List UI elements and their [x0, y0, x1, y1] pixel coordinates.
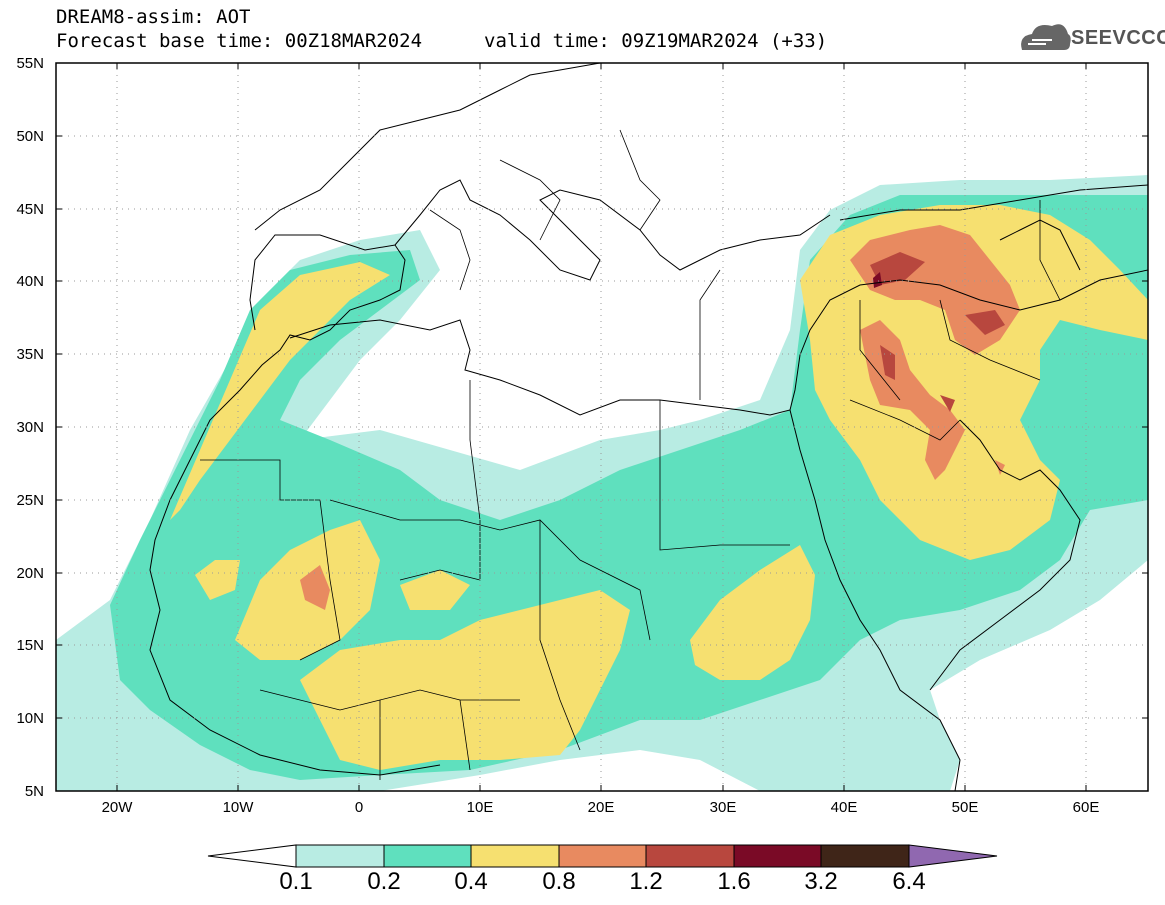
graticule [56, 63, 1148, 791]
lat-label: 40N [16, 273, 44, 290]
lat-label: 35N [16, 346, 44, 363]
axis-ticks [56, 62, 1148, 792]
coastlines [149, 63, 1148, 791]
lon-label: 0 [354, 799, 364, 816]
lon-label: 50E [951, 799, 979, 816]
colorbar-bin-1 [295, 844, 385, 868]
lat-label: 45N [16, 201, 44, 218]
lat-label: 50N [16, 128, 44, 145]
lon-label: 20E [587, 799, 615, 816]
colorbar-label: 0.1 [279, 868, 313, 895]
colorbar-label: 1.6 [717, 868, 751, 895]
colorbar-label: 1.2 [629, 868, 663, 895]
colorbar-label: 3.2 [804, 868, 838, 895]
lat-label: 55N [16, 55, 44, 72]
aot-band-1.6 [873, 272, 882, 288]
forecast-base-time: Forecast base time: 00Z18MAR2024 [56, 30, 423, 52]
lat-label: 5N [24, 783, 44, 800]
colorbar-under-arrow [207, 844, 297, 868]
aot-band-0.4 [170, 205, 1148, 770]
map-title: DREAM8-assim: AOT [56, 6, 251, 28]
colorbar-bin-3 [470, 844, 560, 868]
colorbar [207, 844, 998, 868]
colorbar-label: 0.4 [454, 868, 488, 895]
colorbar-label: 6.4 [892, 868, 926, 895]
colorbar-bin-5 [645, 844, 735, 868]
valid-time: valid time: 09Z19MAR2024 (+33) [484, 30, 828, 52]
colorbar-label: 0.8 [542, 868, 576, 895]
colorbar-bin-2 [383, 844, 472, 868]
aot-band-1.2 [870, 252, 1005, 412]
lat-label: 25N [16, 492, 44, 509]
cloud-icon [1021, 24, 1071, 50]
lat-label: 30N [16, 419, 44, 436]
colorbar-bin-7 [820, 844, 910, 868]
country-borders [200, 129, 1061, 780]
lon-label: 10E [466, 799, 494, 816]
colorbar-bin-6 [733, 844, 822, 868]
colorbar-label: 0.2 [367, 868, 401, 895]
lat-label: 20N [16, 565, 44, 582]
lon-label: 20W [101, 799, 133, 816]
colorbar-over-arrow [908, 844, 998, 868]
logo-text: SEEVCCC [1071, 27, 1165, 49]
lon-label: 60E [1072, 799, 1100, 816]
colorbar-bin-4 [558, 844, 647, 868]
lat-label: 15N [16, 637, 44, 654]
lon-label: 30E [709, 799, 737, 816]
lon-label: 40E [830, 799, 858, 816]
lat-label: 10N [16, 710, 44, 727]
lon-label: 10W [222, 799, 254, 816]
